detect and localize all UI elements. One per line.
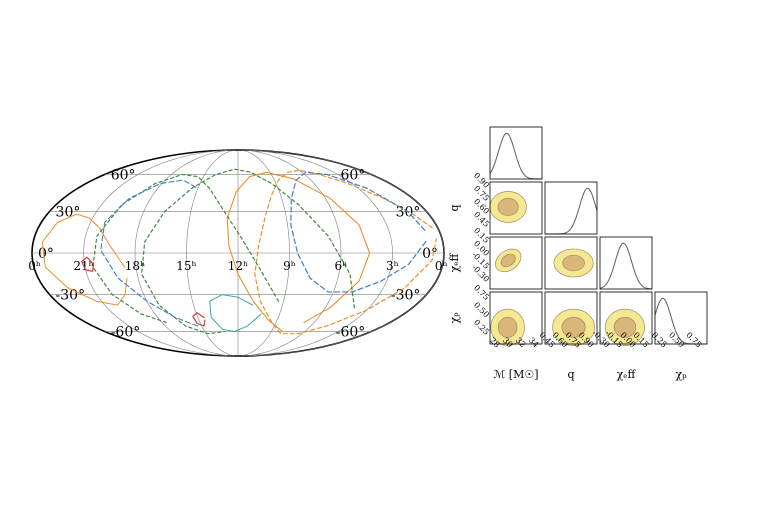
lon-label: 0ʰ — [28, 259, 41, 273]
lat-label-left: -30° — [391, 288, 421, 304]
corner-xlabel: q — [567, 368, 574, 381]
corner-xtick: 0.25 — [650, 330, 669, 349]
sky-contour — [291, 172, 426, 292]
corner-xtick: 0.75 — [684, 330, 703, 349]
contour-inner — [563, 255, 585, 271]
lat-label-right: -30° — [56, 288, 86, 304]
sky-contour — [193, 313, 205, 326]
lon-label: 9ʰ — [283, 259, 296, 273]
corner-xtick: 34 — [527, 336, 541, 350]
corner-xlabel: ℳ [M☉] — [494, 368, 539, 381]
lon-label: 15ʰ — [176, 259, 196, 273]
corner-ytick: 0.75 — [472, 283, 491, 302]
corner-xlabel: χₚ — [675, 368, 687, 381]
lat-label-right: -60° — [111, 325, 141, 341]
figure-root: 60°60°30°30°0°0°-30°-30°-60°-60°0ʰ3ʰ6ʰ9ʰ… — [0, 0, 760, 506]
lat-label-left: -60° — [336, 325, 366, 341]
sky-contour — [210, 295, 261, 332]
corner-ytick: 0.25 — [472, 318, 491, 337]
corner-hist — [600, 243, 652, 289]
corner-xtick: 0.50 — [667, 330, 686, 349]
corner-ytick: 0.50 — [472, 300, 491, 319]
corner-ytick: 0.45 — [472, 210, 491, 229]
corner-ylabel: χₚ — [448, 312, 461, 324]
corner-xlabel: χₑff — [617, 368, 637, 381]
lat-label-left: 60° — [340, 167, 365, 183]
corner-hist — [490, 133, 542, 179]
lat-label-right: 60° — [111, 167, 136, 183]
sky-contour — [93, 174, 279, 322]
sky-contour — [227, 172, 369, 331]
lon-label: 12ʰ — [228, 259, 248, 273]
lon-label: 0ʰ — [435, 259, 448, 273]
corner-ylabel: χₑff — [448, 252, 461, 272]
corner-hist — [545, 188, 597, 234]
corner-ylabel: q — [448, 204, 461, 211]
contour-inner — [498, 317, 517, 337]
contour-inner — [498, 198, 518, 215]
